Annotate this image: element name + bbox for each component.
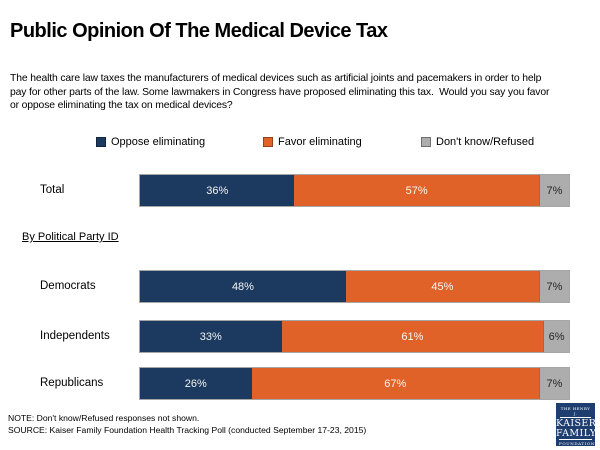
bar-row-total: Total 36% 57% 7%	[0, 174, 600, 207]
bar-segment-dk: 6%	[543, 321, 569, 352]
section-label: By Political Party ID	[22, 231, 119, 243]
legend-item-favor: Favor eliminating	[263, 136, 362, 148]
footer-source: SOURCE: Kaiser Family Foundation Health …	[8, 425, 367, 435]
row-label: Total	[40, 184, 65, 196]
bar-track: 26% 67% 7%	[139, 367, 570, 400]
bar-track: 36% 57% 7%	[139, 174, 570, 207]
segment-value-label: 61%	[401, 330, 424, 343]
bar-segment-oppose: 48%	[140, 271, 346, 302]
segment-value-label: 45%	[431, 280, 454, 293]
bar-row-republicans: Republicans 26% 67% 7%	[0, 367, 600, 400]
bar-segment-favor: 67%	[251, 368, 539, 399]
legend-swatch-favor	[263, 137, 273, 147]
legend-item-oppose: Oppose eliminating	[96, 136, 205, 148]
legend-label: Favor eliminating	[278, 136, 362, 148]
segment-value-label: 48%	[231, 280, 254, 293]
bar-segment-dk: 7%	[538, 368, 569, 399]
bar-track: 33% 61% 6%	[139, 320, 570, 353]
bar-track: 48% 45% 7%	[139, 270, 570, 303]
footer-note: NOTE: Don't know/Refused responses not s…	[8, 413, 200, 423]
legend-swatch-oppose	[96, 137, 106, 147]
logo-top-text: THE HENRY J.	[560, 406, 591, 418]
segment-value-label: 36%	[206, 184, 229, 197]
legend-swatch-dk	[421, 137, 431, 147]
bar-segment-oppose: 33%	[140, 321, 282, 352]
segment-value-label: 7%	[546, 377, 563, 390]
segment-value-label: 57%	[405, 184, 428, 197]
kff-logo: THE HENRY J. KAISER FAMILY FOUNDATION	[556, 403, 597, 446]
logo-family-text: FAMILY	[556, 427, 597, 439]
segment-value-label: 26%	[184, 377, 207, 390]
logo-kaiser-text: KAISER	[556, 418, 597, 429]
bar-segment-oppose: 36%	[140, 175, 295, 206]
bar-segment-favor: 57%	[294, 175, 539, 206]
bar-row-independents: Independents 33% 61% 6%	[0, 320, 600, 353]
bar-row-democrats: Democrats 48% 45% 7%	[0, 270, 600, 303]
segment-value-label: 7%	[546, 280, 563, 293]
row-label: Republicans	[40, 377, 104, 389]
chart-description: The health care law taxes the manufactur…	[10, 72, 598, 113]
bar-segment-dk: 7%	[538, 175, 569, 206]
description-line: The health care law taxes the manufactur…	[10, 73, 542, 84]
logo-foundation-text: FOUNDATION	[559, 439, 595, 446]
segment-value-label: 33%	[199, 330, 222, 343]
description-line: or oppose eliminating the tax on medical…	[10, 100, 233, 111]
bar-segment-oppose: 26%	[140, 368, 252, 399]
footer: NOTE: Don't know/Refused responses not s…	[8, 412, 548, 436]
segment-value-label: 7%	[546, 184, 563, 197]
bar-segment-dk: 7%	[538, 271, 569, 302]
bar-segment-favor: 61%	[281, 321, 544, 352]
segment-value-label: 6%	[548, 330, 565, 343]
description-line: pay for other parts of the law. Some law…	[10, 86, 550, 98]
legend-label: Don't know/Refused	[436, 136, 535, 148]
segment-value-label: 67%	[384, 377, 407, 390]
row-label: Democrats	[40, 280, 96, 292]
legend-label: Oppose eliminating	[111, 136, 206, 148]
bar-segment-favor: 45%	[345, 271, 539, 302]
legend-item-dk: Don't know/Refused	[421, 136, 534, 148]
page-title: Public Opinion Of The Medical Device Tax	[10, 20, 388, 42]
row-label: Independents	[40, 330, 110, 342]
